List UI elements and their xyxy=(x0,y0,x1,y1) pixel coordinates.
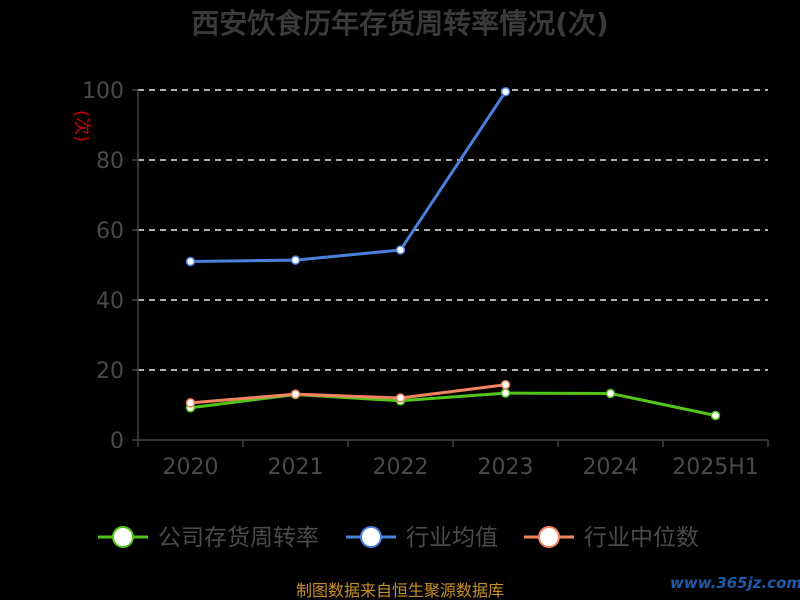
data-point[interactable] xyxy=(185,256,196,267)
series-lines xyxy=(185,87,721,421)
legend: 公司存货周转率 行业均值 行业中位数 xyxy=(98,525,699,551)
x-tick-label-2025H1: 2025H1 xyxy=(672,455,759,480)
axes xyxy=(132,89,769,447)
y-tick-label: 40 xyxy=(96,289,124,314)
data-point[interactable] xyxy=(605,388,616,399)
legend-label: 公司存货周转率 xyxy=(158,525,319,551)
y-tick-label: 80 xyxy=(96,149,124,174)
data-point[interactable] xyxy=(290,389,301,399)
y-tick-label: 100 xyxy=(82,79,124,104)
data-point[interactable] xyxy=(710,410,721,421)
gridlines xyxy=(138,89,768,371)
series-1 xyxy=(185,87,511,267)
legend-item-2[interactable]: 行业中位数 xyxy=(524,525,699,551)
data-point[interactable] xyxy=(395,393,406,403)
x-tick-label-2021: 2021 xyxy=(268,455,324,480)
legend-item-0[interactable]: 公司存货周转率 xyxy=(98,525,319,551)
data-point[interactable] xyxy=(290,255,301,265)
legend-marker xyxy=(112,526,134,548)
y-tick-label: 60 xyxy=(96,219,124,244)
series-0 xyxy=(185,388,721,421)
series-line xyxy=(190,383,506,405)
data-point[interactable] xyxy=(500,87,511,97)
brand-watermark: www.365jz.com xyxy=(670,574,800,592)
series-2 xyxy=(185,379,511,408)
data-point[interactable] xyxy=(500,388,511,398)
legend-label: 行业中位数 xyxy=(584,525,699,551)
legend-marker xyxy=(360,526,382,548)
data-point[interactable] xyxy=(500,379,511,390)
y-tick-label: 20 xyxy=(96,359,124,384)
x-tick-label-2023: 2023 xyxy=(478,455,534,480)
x-tick-labels: 2020 2021 2022 2023 2024 2025H1 xyxy=(163,455,759,480)
chart-title: 西安饮食历年存货周转率情况(次) xyxy=(191,7,609,40)
y-tick-label: 0 xyxy=(110,429,124,454)
x-tick-label-2024: 2024 xyxy=(583,455,639,480)
x-tick-label-2022: 2022 xyxy=(373,455,429,480)
legend-marker xyxy=(538,526,560,548)
data-source-note: 制图数据来自恒生聚源数据库 xyxy=(296,581,504,600)
data-point[interactable] xyxy=(395,245,406,255)
legend-item-1[interactable]: 行业均值 xyxy=(346,525,498,551)
data-point[interactable] xyxy=(185,398,196,408)
y-tick-labels: 0 20 40 60 80 100 xyxy=(82,79,124,454)
series-line xyxy=(190,90,507,263)
x-tick-label-2020: 2020 xyxy=(163,455,219,480)
legend-label: 行业均值 xyxy=(406,525,498,551)
y-axis-unit: (次) xyxy=(71,110,92,142)
